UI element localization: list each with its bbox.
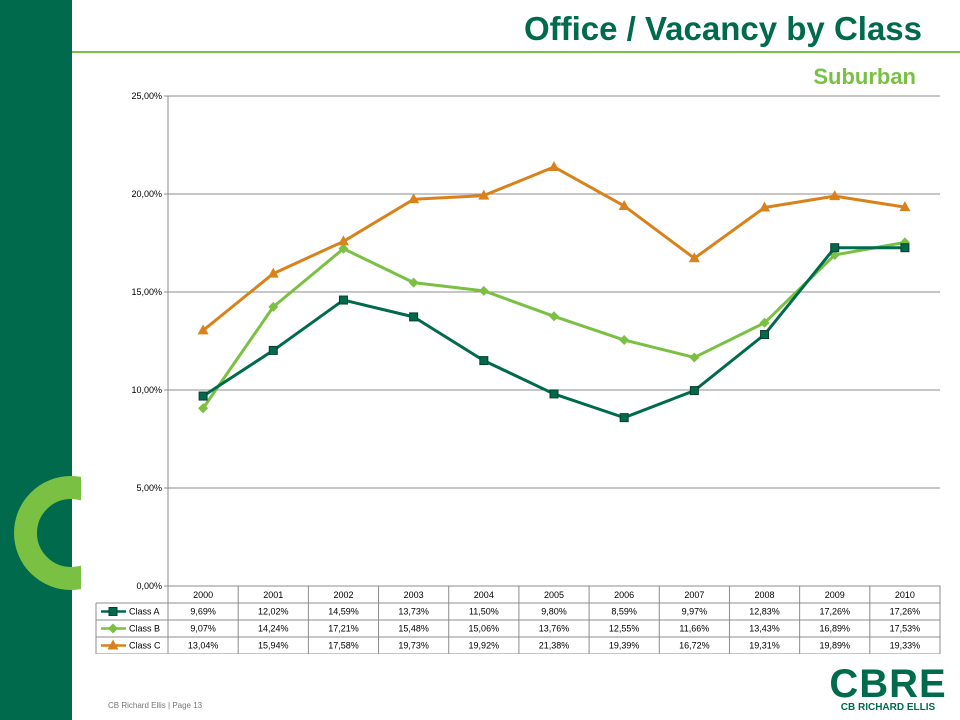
page-subtitle: Suburban: [813, 64, 916, 89]
left-brand-band: [0, 0, 72, 720]
legend-label-class-c: Class C: [129, 641, 161, 651]
data-point-class-a: [198, 391, 208, 401]
footer-text: CB Richard Ellis | Page 13: [108, 701, 203, 710]
x-category-label: 2003: [404, 590, 424, 600]
data-point-class-b: [408, 277, 419, 288]
table-cell-class-c: 19,73%: [398, 641, 429, 651]
data-point-class-c: [548, 160, 560, 171]
y-tick-label: 20,00%: [131, 189, 162, 199]
data-point-class-b: [689, 352, 700, 363]
table-cell-class-b: 12,55%: [609, 624, 640, 634]
data-point-class-c: [478, 189, 490, 200]
data-point-class-a: [760, 330, 770, 340]
table-cell-class-a: 17,26%: [890, 607, 921, 617]
data-point-class-c: [267, 267, 279, 278]
data-point-class-b: [759, 317, 770, 328]
x-category-label: 2000: [193, 590, 213, 600]
data-point-class-b: [478, 285, 489, 296]
table-cell-class-c: 19,39%: [609, 641, 640, 651]
series-line-class-c: [202, 165, 906, 332]
table-cell-class-c: 19,92%: [469, 641, 500, 651]
table-cell-class-b: 17,21%: [328, 624, 359, 634]
table-cell-class-b: 11,66%: [679, 624, 709, 634]
table-cell-class-c: 21,38%: [539, 641, 570, 651]
y-tick-label: 10,00%: [131, 385, 162, 395]
data-point-class-a: [900, 243, 910, 253]
table-cell-class-c: 17,58%: [328, 641, 359, 651]
table-cell-class-a: 9,69%: [190, 607, 216, 617]
data-point-class-a: [338, 295, 348, 305]
data-point-class-c: [829, 190, 841, 201]
table-cell-class-b: 9,07%: [190, 624, 216, 634]
y-tick-label: 15,00%: [131, 287, 162, 297]
legend-key-marker-class-a: [108, 607, 118, 616]
data-point-class-a: [549, 389, 559, 399]
legend-key-marker-class-b: [108, 623, 118, 634]
table-cell-class-c: 19,31%: [749, 641, 780, 651]
table-cell-class-b: 16,89%: [819, 624, 850, 634]
table-cell-class-a: 12,02%: [258, 607, 289, 617]
table-cell-class-a: 12,83%: [749, 607, 780, 617]
data-point-class-c: [618, 199, 630, 210]
table-cell-class-c: 15,94%: [258, 641, 289, 651]
legend-label-class-a: Class A: [129, 607, 160, 617]
table-cell-class-b: 14,24%: [258, 624, 289, 634]
data-point-class-a: [479, 356, 489, 366]
title-rule: [72, 51, 960, 53]
x-category-label: 2010: [895, 590, 915, 600]
logo-wordmark: CBRE: [829, 662, 947, 706]
table-cell-class-a: 9,80%: [541, 607, 567, 617]
data-point-class-c: [197, 324, 209, 335]
table-cell-class-b: 15,06%: [469, 624, 500, 634]
table-cell-class-a: 14,59%: [328, 607, 359, 617]
x-category-label: 2002: [333, 590, 353, 600]
data-point-class-c: [899, 201, 911, 212]
x-category-label: 2005: [544, 590, 564, 600]
table-cell-class-c: 16,72%: [679, 641, 710, 651]
table-cell-class-c: 19,89%: [819, 641, 850, 651]
table-cell-class-c: 13,04%: [188, 641, 219, 651]
table-cell-class-b: 13,43%: [749, 624, 780, 634]
y-tick-label: 5,00%: [136, 483, 162, 493]
x-category-label: 2008: [755, 590, 775, 600]
data-point-class-b: [268, 301, 279, 312]
x-category-label: 2009: [825, 590, 845, 600]
data-point-class-c: [337, 235, 349, 246]
table-cell-class-a: 17,26%: [819, 607, 850, 617]
cbre-logo: CBRE CB RICHARD ELLIS: [826, 664, 950, 714]
table-cell-class-a: 11,50%: [469, 607, 499, 617]
data-point-class-b: [338, 243, 349, 254]
table-cell-class-a: 9,97%: [682, 607, 708, 617]
x-category-label: 2006: [614, 590, 634, 600]
table-cell-class-b: 15,48%: [398, 624, 429, 634]
y-tick-label: 0,00%: [136, 581, 162, 591]
table-cell-class-a: 13,73%: [398, 607, 429, 617]
data-point-class-a: [619, 413, 629, 423]
data-point-class-a: [409, 312, 419, 322]
data-point-class-b: [198, 403, 209, 414]
x-category-label: 2007: [684, 590, 704, 600]
table-cell-class-a: 8,59%: [611, 607, 637, 617]
data-point-class-b: [619, 335, 630, 346]
table-cell-class-b: 17,53%: [890, 624, 921, 634]
page-title: Office / Vacancy by Class: [523, 10, 922, 47]
y-tick-label: 25,00%: [131, 91, 162, 101]
legend-key-marker-class-c: [107, 639, 119, 650]
vacancy-line-chart: 0,00% 5,00% 10,00% 15,00% 20,00% 25,00% 2000 20…: [95, 91, 941, 654]
x-category-label: 2001: [263, 590, 283, 600]
logo-tagline: CB RICHARD ELLIS: [840, 702, 936, 713]
data-point-class-c: [688, 252, 700, 263]
table-cell-class-b: 13,76%: [539, 624, 570, 634]
x-category-label: 2004: [474, 590, 494, 600]
table-cell-class-c: 19,33%: [890, 641, 921, 651]
data-point-class-c: [408, 193, 420, 204]
data-point-class-a: [689, 386, 699, 396]
data-point-class-a: [268, 345, 278, 355]
data-point-class-c: [759, 201, 771, 212]
data-point-class-a: [830, 243, 840, 253]
data-point-class-b: [549, 311, 559, 322]
legend-label-class-b: Class B: [129, 624, 160, 634]
